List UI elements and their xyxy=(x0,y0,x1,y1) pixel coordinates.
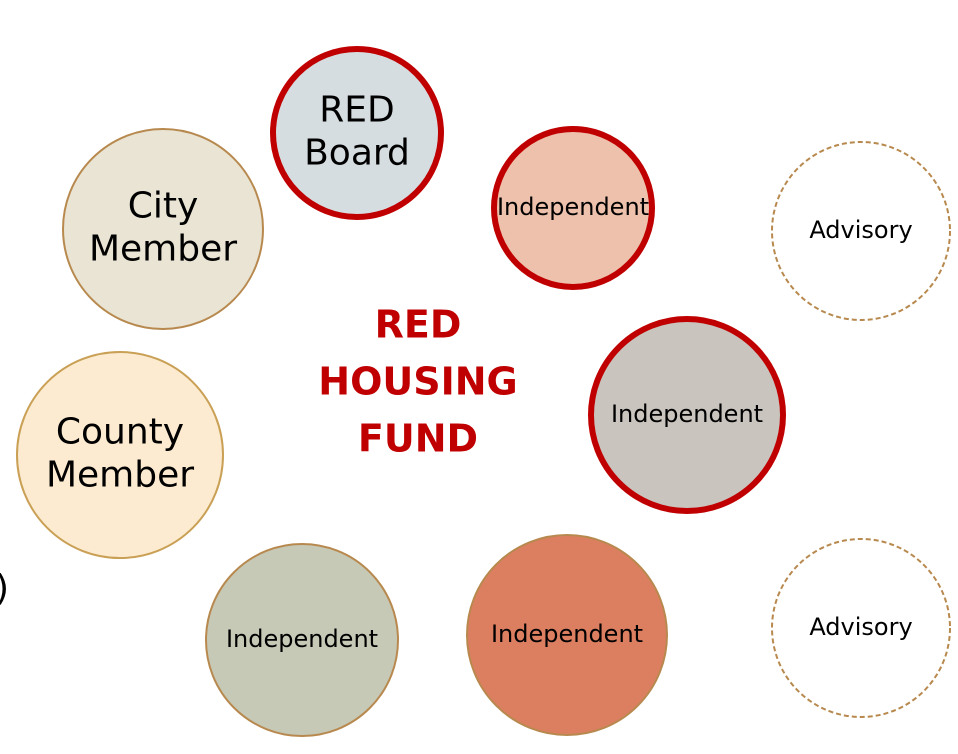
node-circle xyxy=(16,351,224,559)
node-label: Advisory xyxy=(809,613,912,641)
node-circle xyxy=(62,128,264,330)
node-label: Advisory xyxy=(809,216,912,244)
center-line: RED xyxy=(375,303,462,347)
center-line: HOUSING xyxy=(318,360,517,404)
node-label: Independent xyxy=(491,620,643,648)
node-circle xyxy=(588,316,786,514)
node-label: Independent xyxy=(611,400,763,428)
node-label: City xyxy=(128,185,199,226)
node-label: Independent xyxy=(226,625,378,653)
node-label: Member xyxy=(89,229,237,270)
node-circle xyxy=(466,534,668,736)
node-label: Independent xyxy=(497,193,649,221)
node-circle xyxy=(771,538,951,718)
node-label: Member xyxy=(46,455,194,496)
edge-text: ) xyxy=(0,568,9,609)
node-circle xyxy=(771,141,951,321)
node-label: RED xyxy=(319,89,394,130)
node-label: County xyxy=(56,411,184,452)
nodes: REDBoardIndependentAdvisoryCityMemberCou… xyxy=(16,46,951,737)
node-circle xyxy=(491,126,655,290)
node-label: Board xyxy=(304,133,410,174)
node-circle xyxy=(270,46,444,220)
center-title: RED HOUSING FUND xyxy=(318,303,517,461)
center-line: FUND xyxy=(358,417,478,461)
node-circle xyxy=(205,543,399,737)
